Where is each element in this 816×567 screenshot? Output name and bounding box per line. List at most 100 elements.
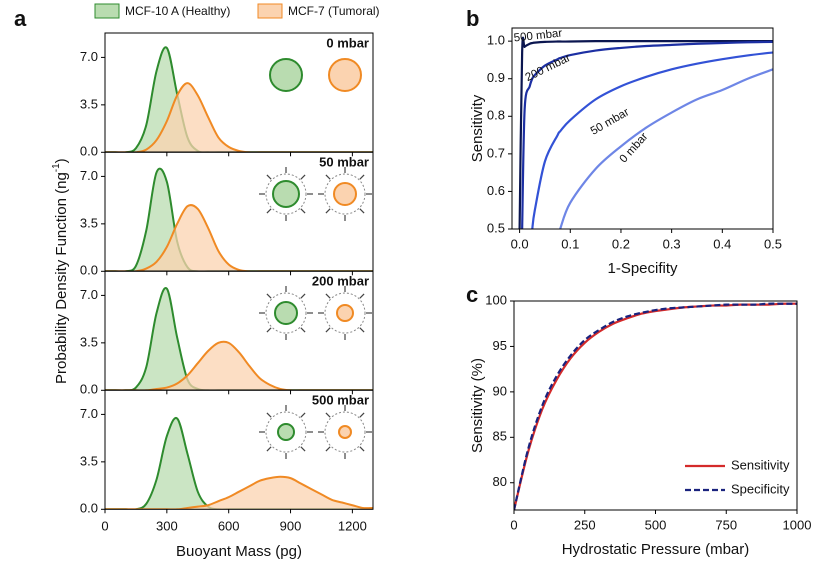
x-tick-label: 0.1 [561,236,579,251]
y-tick-label: 3.5 [80,334,98,349]
series-label: 200 mbar [524,52,573,84]
pressure-arrow [325,412,331,418]
x-tick-label: 0 [101,519,108,534]
y-tick-label: 85 [493,429,507,444]
y-tick-label: 3.5 [80,215,98,230]
pressure-halo [324,292,366,334]
pressure-arrow [325,174,331,180]
pressure-arrow [325,208,331,214]
area-fill [105,168,373,272]
y-tick-label: 0.7 [487,145,505,160]
panel-label: a [14,6,27,31]
x-tick-label: 0.0 [511,236,529,251]
cell-icon [336,304,354,322]
area-fill [105,205,373,272]
pressure-arrow [325,293,331,299]
x-tick-label: 250 [574,517,596,532]
x-tick-label: 750 [715,517,737,532]
pressure-arrow [266,208,272,214]
pressure-arrow [325,446,331,452]
y-axis-label: Probability Density Function (ng-1) [51,158,70,384]
y-tick-label: 0.0 [80,263,98,278]
x-tick-label: 900 [280,519,302,534]
y-tick-label: 0.8 [487,108,505,123]
area-fill [105,341,373,391]
legend-label: Specificity [731,481,790,496]
y-tick-label: 3.5 [80,96,98,111]
pressure-annotation: 500 mbar [312,392,369,407]
y-tick-label: 0.0 [80,501,98,516]
y-tick-label: 1.0 [487,33,505,48]
series-line [518,36,773,229]
series-line [514,302,797,510]
cell-icon [277,423,295,441]
pressure-arrow [266,293,272,299]
pressure-arrow [300,412,306,418]
pressure-arrow [359,174,365,180]
pressure-halo [265,173,307,215]
x-tick-label: 0.3 [663,236,681,251]
pressure-arrow [359,293,365,299]
pressure-arrow [300,293,306,299]
pressure-arrow [300,208,306,214]
y-axis-label: Sensitivity (%) [469,358,486,453]
x-tick-label: 1200 [338,519,367,534]
pressure-arrow [266,174,272,180]
legend-label: MCF-7 (Tumoral) [288,4,380,18]
x-axis-label: Hydrostatic Pressure (mbar) [562,541,750,558]
area-fill [105,47,373,153]
y-tick-label: 80 [493,474,507,489]
cell-icon [274,301,298,325]
plot-frame [104,389,374,510]
x-tick-label: 300 [156,519,178,534]
y-axis-label: Sensitivity [469,94,486,162]
pressure-arrow [300,327,306,333]
pressure-arrow [325,327,331,333]
pressure-arrow [359,446,365,452]
series-label: 500 mbar [513,28,563,45]
y-tick-label: 0.9 [487,70,505,85]
pressure-annotation: 0 mbar [326,35,369,50]
x-tick-label: 0.2 [612,236,630,251]
x-tick-label: 1000 [783,517,812,532]
y-tick-label: 95 [493,338,507,353]
series-line [521,40,773,229]
pressure-arrow [300,446,306,452]
x-tick-label: 0.5 [764,236,782,251]
legend-swatch [94,3,120,19]
series-line [559,68,773,229]
x-tick-label: 0 [510,517,517,532]
series-line [514,302,797,510]
legend-label: Sensitivity [731,457,790,472]
y-tick-label: 7.0 [80,287,98,302]
pressure-arrow [359,412,365,418]
y-tick-label: 3.5 [80,453,98,468]
x-axis-label: 1-Specifity [607,260,678,277]
x-axis-label: Buoyant Mass (pg) [176,543,302,560]
pressure-annotation: 50 mbar [319,154,369,169]
cell-icon [338,425,352,439]
pressure-halo [324,411,366,453]
y-tick-label: 7.0 [80,406,98,421]
series-label: 50 mbar [589,106,632,138]
pressure-arrow [266,412,272,418]
y-tick-label: 7.0 [80,168,98,183]
area-fill [105,417,373,510]
x-tick-label: 500 [645,517,667,532]
y-axis-label-part: Probability Density Function (ng [53,172,70,384]
y-tick-label: 0.6 [487,183,505,198]
cell-icon [328,58,362,92]
panel-label: b [466,6,479,31]
pressure-arrow [266,327,272,333]
panel-label: c [466,282,478,307]
cell-icon [333,182,357,206]
pressure-halo [265,292,307,334]
area-fill [105,83,373,153]
y-tick-label: 0.5 [487,220,505,235]
y-tick-label: 90 [493,383,507,398]
pressure-annotation: 200 mbar [312,273,369,288]
pressure-halo [265,411,307,453]
cell-icon [272,180,300,208]
pressure-arrow [359,208,365,214]
